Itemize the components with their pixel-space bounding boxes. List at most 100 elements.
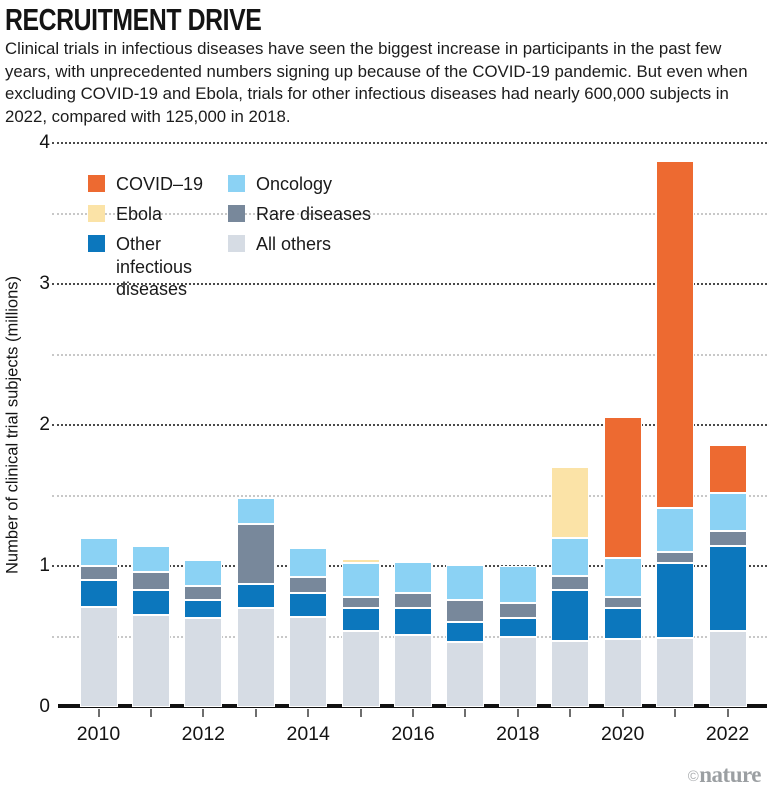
- x-tick-label: 2018: [496, 723, 540, 745]
- bar-segment-other_infectious: [289, 592, 328, 617]
- bar-segment-all_others: [79, 606, 118, 707]
- bar-segment-rare: [394, 592, 433, 609]
- legend-item-all_others: All others: [228, 233, 372, 256]
- copyright-icon: ©: [687, 768, 699, 785]
- bar-segment-oncology: [131, 546, 170, 572]
- legend-label-ebola: Ebola: [116, 204, 163, 224]
- bar-2013: [236, 498, 275, 707]
- bar-segment-all_others: [394, 635, 433, 707]
- bar-segment-other_infectious: [603, 608, 642, 640]
- y-tick-label: 1: [39, 555, 50, 576]
- x-tickmark: [359, 709, 362, 717]
- legend-swatch-rare: [228, 205, 245, 222]
- nature-logo: nature: [699, 762, 761, 787]
- bar-segment-rare: [184, 585, 223, 600]
- x-tick-label: 2022: [705, 723, 750, 745]
- bar-segment-other_infectious: [498, 618, 537, 637]
- bar-segment-other_infectious: [341, 608, 380, 631]
- x-tickmark: [726, 709, 729, 717]
- legend-swatch-ebola: [88, 205, 105, 222]
- nature-credit: ©nature: [687, 762, 762, 788]
- bar-2022: [708, 444, 747, 707]
- bar-2019: [551, 467, 590, 707]
- legend-swatch-covid: [88, 175, 105, 192]
- x-tickmark: [412, 709, 415, 717]
- bar-segment-other_infectious: [708, 546, 747, 631]
- chart-description: Clinical trials in infectious diseases h…: [5, 39, 748, 126]
- bar-2010: [79, 537, 118, 707]
- bar-segment-other_infectious: [394, 608, 433, 636]
- x-tick-label: 2014: [286, 723, 330, 745]
- bar-2021: [656, 161, 695, 707]
- legend-swatch-other_infectious: [88, 235, 105, 252]
- bar-segment-other_infectious: [551, 589, 590, 641]
- legend-item-covid: COVID–19: [88, 173, 232, 196]
- bar-segment-all_others: [708, 630, 747, 707]
- x-tickmark: [307, 709, 310, 717]
- legend-label-rare: Rare diseases: [256, 204, 372, 224]
- bar-segment-oncology: [289, 547, 328, 578]
- bar-segment-all_others: [551, 640, 590, 707]
- legend: COVID–19 Ebola Other infectious diseases On…: [62, 143, 767, 707]
- bar-segment-all_others: [603, 639, 642, 707]
- bar-segment-rare: [708, 530, 747, 547]
- bar-segment-oncology: [184, 560, 223, 586]
- bar-segment-all_others: [184, 618, 223, 707]
- major-gridline: [52, 283, 767, 285]
- plot-area: COVID–19 Ebola Other infectious diseases On…: [52, 142, 767, 707]
- bar-segment-ebola: [341, 559, 380, 564]
- minor-gridline: [52, 494, 767, 497]
- bar-segment-oncology: [603, 557, 642, 598]
- bar-2020: [603, 416, 642, 707]
- bar-segment-oncology: [498, 566, 537, 603]
- x-tick-label: 2016: [391, 723, 435, 745]
- bar-segment-oncology: [551, 537, 590, 576]
- x-tickmark: [569, 709, 572, 717]
- legend-label-other_infectious: Other infectious diseases: [116, 234, 193, 299]
- legend-label-all_others: All others: [256, 234, 332, 254]
- bar-segment-rare: [446, 599, 485, 623]
- bar-segment-rare: [289, 577, 328, 593]
- bar-segment-rare: [131, 571, 170, 590]
- x-tickmark: [202, 709, 205, 717]
- bar-segment-all_others: [236, 608, 275, 707]
- minor-gridline: [52, 212, 767, 215]
- bar-segment-oncology: [236, 498, 275, 524]
- bar-segment-oncology: [79, 537, 118, 567]
- x-tickmark: [464, 709, 467, 717]
- bar-segment-other_infectious: [236, 584, 275, 609]
- y-tick-label: 2: [39, 414, 50, 435]
- x-tick-label: 2012: [181, 723, 226, 745]
- bar-segment-all_others: [656, 637, 695, 707]
- bar-segment-all_others: [341, 630, 380, 707]
- legend-swatch-all_others: [228, 235, 245, 252]
- legend-item-other_infectious: Other infectious diseases: [88, 233, 232, 301]
- x-tickmark: [149, 709, 152, 717]
- legend-item-rare: Rare diseases: [228, 203, 372, 226]
- bar-segment-covid: [708, 444, 747, 493]
- bar-segment-other_infectious: [79, 580, 118, 607]
- bar-segment-rare: [236, 523, 275, 585]
- bar-segment-other_infectious: [184, 599, 223, 619]
- bar-segment-rare: [79, 566, 118, 581]
- bar-segment-oncology: [708, 492, 747, 531]
- y-tick-label: 3: [39, 273, 50, 294]
- bar-2014: [289, 547, 328, 707]
- major-gridline: [52, 142, 767, 144]
- x-tickmark: [254, 709, 257, 717]
- bar-segment-other_infectious: [131, 589, 170, 616]
- x-tick-label: 2020: [600, 723, 645, 745]
- bar-segment-all_others: [289, 616, 328, 707]
- bar-2018: [498, 566, 537, 707]
- bar-segment-rare: [498, 602, 537, 619]
- bar-segment-covid: [656, 161, 695, 509]
- minor-gridline: [52, 353, 767, 356]
- bar-segment-all_others: [498, 636, 537, 707]
- bar-2017: [446, 564, 485, 707]
- bar-segment-rare: [551, 575, 590, 590]
- bar-segment-rare: [603, 597, 642, 609]
- bar-2016: [394, 561, 433, 707]
- major-gridline: [52, 424, 767, 426]
- bar-segment-other_infectious: [446, 622, 485, 643]
